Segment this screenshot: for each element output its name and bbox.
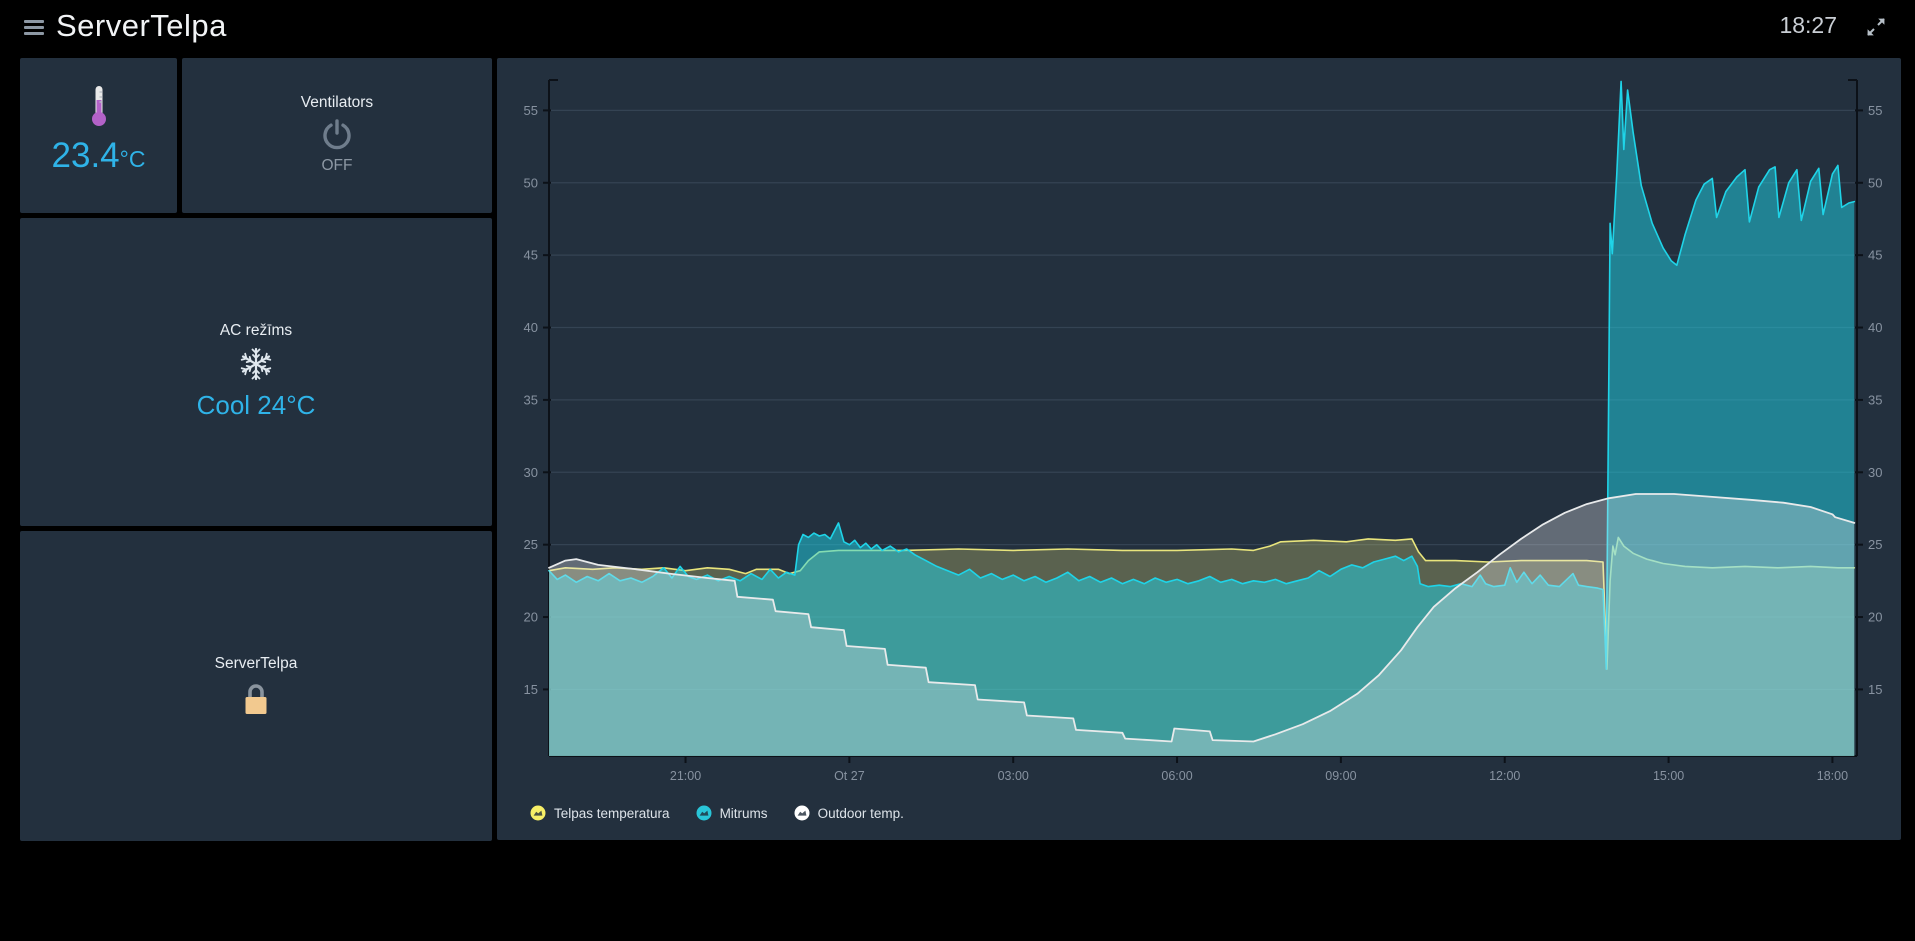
temperature-widget: 23.4°C (20, 58, 177, 213)
legend-series-icon (794, 805, 810, 821)
svg-text:15:00: 15:00 (1653, 769, 1684, 783)
legend-label: Mitrums (719, 805, 768, 821)
history-chart-panel: 15 15 20 20 25 25 30 30 35 35 40 40 45 45 50 50 55 55 21:0… (497, 58, 1901, 840)
lock-widget[interactable]: ServerTelpa (20, 531, 492, 841)
ventilators-widget[interactable]: Ventilators OFF (182, 58, 492, 213)
chart-legend: Telpas temperatura Mitrums Outdoor temp. (530, 805, 904, 821)
svg-text:30: 30 (524, 465, 538, 480)
top-bar: ServerTelpa 18:27 (0, 0, 1915, 58)
svg-text:Ot 27: Ot 27 (834, 769, 865, 783)
svg-text:15: 15 (1868, 682, 1882, 697)
legend-item-1[interactable]: Mitrums (696, 805, 768, 821)
svg-text:35: 35 (1868, 392, 1882, 407)
legend-series-icon (696, 805, 712, 821)
svg-text:40: 40 (524, 320, 538, 335)
svg-text:55: 55 (524, 103, 538, 118)
svg-text:30: 30 (1868, 465, 1882, 480)
ac-mode-widget[interactable]: AC režīms Cool 24°C (20, 218, 492, 526)
ac-title: AC režīms (219, 322, 293, 339)
clock: 18:27 (1779, 12, 1837, 38)
svg-text:50: 50 (1868, 175, 1882, 190)
lock-title: ServerTelpa (214, 655, 298, 672)
lock-icon[interactable] (241, 683, 271, 719)
svg-text:35: 35 (524, 392, 538, 407)
legend-label: Telpas temperatura (554, 805, 670, 821)
svg-text:25: 25 (524, 537, 538, 552)
svg-text:45: 45 (1868, 248, 1882, 263)
svg-text:55: 55 (1868, 103, 1882, 118)
svg-text:06:00: 06:00 (1161, 769, 1192, 783)
legend-item-2[interactable]: Outdoor temp. (794, 805, 904, 821)
svg-text:20: 20 (524, 610, 538, 625)
ventilators-title: Ventilators (300, 94, 374, 111)
legend-series-icon (530, 805, 546, 821)
svg-text:20: 20 (1868, 610, 1882, 625)
temperature-value: 23.4°C (51, 136, 146, 175)
svg-text:18:00: 18:00 (1817, 769, 1848, 783)
menu-icon[interactable] (24, 20, 44, 36)
history-chart: 15 15 20 20 25 25 30 30 35 35 40 40 45 45 50 50 55 55 21:0… (524, 79, 1882, 783)
svg-text:45: 45 (524, 248, 538, 263)
legend-label: Outdoor temp. (817, 805, 904, 821)
svg-text:40: 40 (1868, 320, 1882, 335)
svg-text:25: 25 (1868, 537, 1882, 552)
legend-item-0[interactable]: Telpas temperatura (530, 805, 670, 821)
svg-text:09:00: 09:00 (1325, 769, 1356, 783)
svg-text:03:00: 03:00 (998, 769, 1029, 783)
snowflake-icon (238, 346, 274, 382)
fullscreen-icon[interactable] (1865, 16, 1887, 38)
ac-state: Cool 24°C (196, 390, 316, 420)
page-title: ServerTelpa (56, 8, 227, 43)
ventilators-state: OFF (321, 157, 353, 174)
power-icon[interactable] (320, 118, 354, 152)
svg-text:50: 50 (524, 175, 538, 190)
svg-text:21:00: 21:00 (670, 769, 701, 783)
svg-text:12:00: 12:00 (1489, 769, 1520, 783)
thermometer-icon (88, 84, 110, 128)
svg-text:15: 15 (524, 682, 538, 697)
